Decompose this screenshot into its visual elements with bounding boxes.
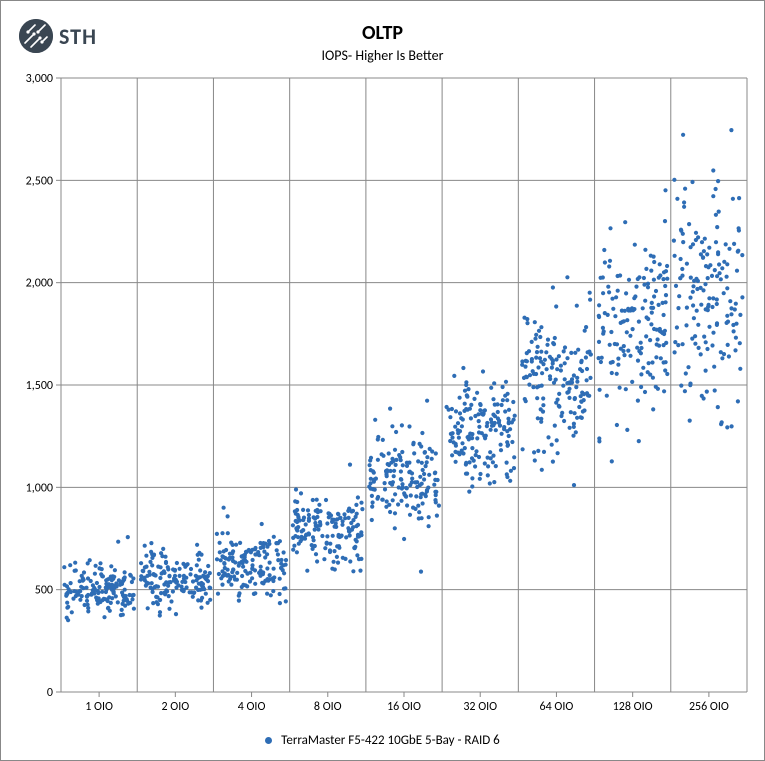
svg-text:4 OIO: 4 OIO xyxy=(238,700,266,714)
svg-text:2,500: 2,500 xyxy=(26,174,53,188)
svg-text:1,000: 1,000 xyxy=(26,481,53,495)
legend-marker-icon xyxy=(265,737,272,744)
legend: TerraMaster F5-422 10GbE 5-Bay - RAID 6 xyxy=(1,733,764,748)
svg-text:64 OIO: 64 OIO xyxy=(540,700,574,714)
legend-label: TerraMaster F5-422 10GbE 5-Bay - RAID 6 xyxy=(281,733,500,748)
chart-title: OLTP xyxy=(1,21,764,45)
svg-text:3,000: 3,000 xyxy=(26,73,53,86)
scatter-plot: 0 500 1,000 1,500 2,000 2,500 3,000 1 OIO 2 OIO 4… xyxy=(13,73,752,720)
chart-subtitle: IOPS- Higher Is Better xyxy=(1,47,764,64)
svg-text:8 OIO: 8 OIO xyxy=(314,700,342,714)
svg-text:1,500: 1,500 xyxy=(26,379,53,393)
svg-text:500: 500 xyxy=(35,584,53,598)
svg-text:256 OIO: 256 OIO xyxy=(689,700,729,714)
svg-text:2 OIO: 2 OIO xyxy=(161,700,189,714)
svg-text:32 OIO: 32 OIO xyxy=(463,700,497,714)
svg-text:16 OIO: 16 OIO xyxy=(387,700,421,714)
scatter-svg: 0 500 1,000 1,500 2,000 2,500 3,000 1 OIO 2 OIO 4… xyxy=(13,73,752,720)
svg-text:2,000: 2,000 xyxy=(26,277,53,291)
svg-text:1 OIO: 1 OIO xyxy=(85,700,113,714)
svg-text:128 OIO: 128 OIO xyxy=(613,700,653,714)
svg-text:0: 0 xyxy=(47,686,53,700)
